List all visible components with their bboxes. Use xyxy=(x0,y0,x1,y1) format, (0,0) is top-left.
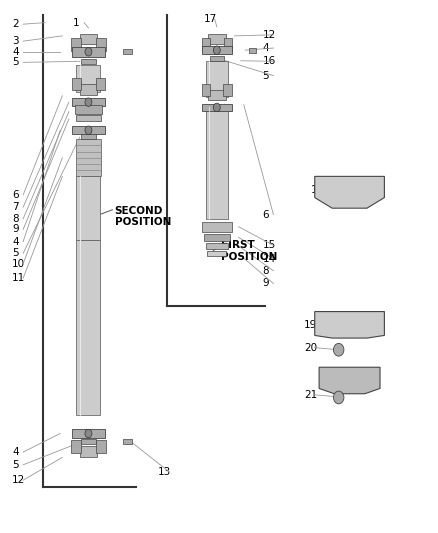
Bar xyxy=(208,90,226,100)
Text: 8: 8 xyxy=(12,214,19,224)
Text: 7: 7 xyxy=(12,202,19,212)
Bar xyxy=(201,38,210,51)
Bar xyxy=(95,78,105,91)
Circle shape xyxy=(333,391,344,404)
Bar xyxy=(206,61,228,97)
Bar xyxy=(81,134,96,139)
Bar xyxy=(201,222,232,231)
Bar xyxy=(123,439,132,444)
Text: 6: 6 xyxy=(262,209,269,220)
Circle shape xyxy=(85,98,92,107)
Bar xyxy=(80,446,97,457)
Bar xyxy=(80,34,97,44)
Polygon shape xyxy=(315,176,385,208)
Bar xyxy=(80,84,97,95)
Text: 6: 6 xyxy=(12,190,19,200)
Bar xyxy=(223,84,232,96)
Text: 12: 12 xyxy=(262,30,276,40)
Bar xyxy=(207,251,226,256)
Text: 11: 11 xyxy=(12,273,25,283)
Text: 14: 14 xyxy=(262,254,276,263)
Circle shape xyxy=(85,429,92,438)
Text: 16: 16 xyxy=(262,56,276,66)
Bar xyxy=(81,59,96,64)
Circle shape xyxy=(85,126,92,134)
Bar xyxy=(206,108,228,219)
Text: 1: 1 xyxy=(73,18,80,28)
Text: 4: 4 xyxy=(262,43,269,53)
Bar xyxy=(96,38,106,51)
Bar xyxy=(123,49,132,54)
Text: 17: 17 xyxy=(204,14,217,24)
Bar xyxy=(208,34,226,44)
Bar xyxy=(72,47,105,56)
Text: 5: 5 xyxy=(12,248,19,259)
Bar xyxy=(202,84,210,96)
Bar xyxy=(204,233,230,241)
Bar xyxy=(72,126,105,134)
Bar xyxy=(223,38,232,51)
Text: 9: 9 xyxy=(12,224,19,235)
Text: 5: 5 xyxy=(12,460,19,470)
Text: 3: 3 xyxy=(12,36,19,46)
Text: 12: 12 xyxy=(12,475,25,485)
Bar xyxy=(210,56,224,61)
Bar xyxy=(72,98,105,106)
Text: FIRST
POSITION: FIRST POSITION xyxy=(221,240,278,262)
Text: 10: 10 xyxy=(12,259,25,269)
Text: 4: 4 xyxy=(12,237,19,247)
Polygon shape xyxy=(319,367,380,394)
Bar xyxy=(72,78,81,91)
Text: 9: 9 xyxy=(262,278,269,288)
Text: 4: 4 xyxy=(12,447,19,457)
Bar xyxy=(77,240,100,415)
Bar xyxy=(72,429,105,438)
Bar xyxy=(76,115,101,121)
Text: SECOND
POSITION: SECOND POSITION xyxy=(115,206,171,227)
Text: 20: 20 xyxy=(304,343,317,353)
Text: 18: 18 xyxy=(311,184,324,195)
Circle shape xyxy=(213,46,220,54)
Bar xyxy=(77,176,100,240)
Bar xyxy=(74,106,102,114)
Text: 2: 2 xyxy=(12,19,19,29)
Text: 21: 21 xyxy=(304,390,317,400)
Bar xyxy=(202,104,232,111)
Text: 19: 19 xyxy=(304,320,317,330)
Text: 15: 15 xyxy=(262,240,276,251)
Bar xyxy=(71,440,81,453)
Text: 13: 13 xyxy=(158,467,171,477)
Bar xyxy=(77,65,100,92)
Bar xyxy=(249,48,256,53)
Circle shape xyxy=(333,343,344,356)
Circle shape xyxy=(213,103,220,112)
Bar xyxy=(76,139,101,176)
Bar xyxy=(71,38,81,51)
Bar xyxy=(202,46,232,54)
Text: 5: 5 xyxy=(12,58,19,67)
Text: 5: 5 xyxy=(262,70,269,80)
Bar xyxy=(81,439,96,444)
Bar xyxy=(96,440,106,453)
Text: 4: 4 xyxy=(12,47,19,56)
Polygon shape xyxy=(315,312,385,338)
Bar xyxy=(205,243,228,249)
Circle shape xyxy=(85,47,92,56)
Text: 8: 8 xyxy=(262,266,269,276)
